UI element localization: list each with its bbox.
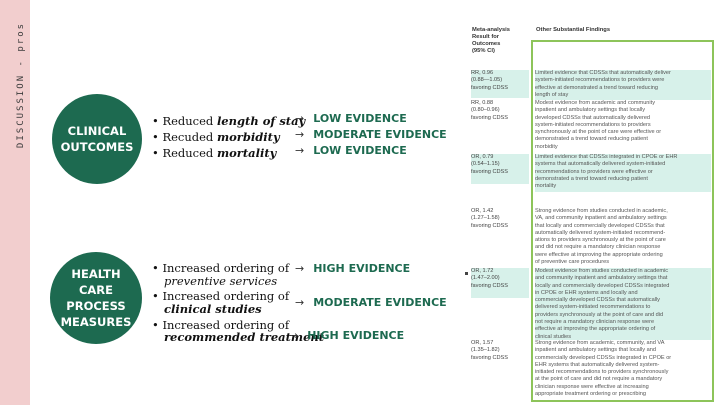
table-header-findings: Other Substantial Findings [536, 27, 611, 33]
arrow-icon: → [289, 329, 299, 342]
arrow-icon: → [295, 128, 305, 141]
table-cell-finding: Strong evidence from studies conducted i… [535, 208, 668, 266]
bullet-morbidity: • Recuded morbidity [152, 130, 280, 144]
evidence-morbidity: → MODERATE EVIDENCE [295, 128, 447, 141]
table-cell-finding: Modest evidence from studies conducted i… [535, 268, 711, 340]
table-cell-result: OR, 1.57 (1.35–1.82) favoring CDSS [471, 340, 508, 361]
table-cell-result: OR, 0.79 (0.54–1.15) favoring CDSS [471, 154, 529, 184]
bullet-preventive-services-prefix: • Increased ordering of [152, 261, 290, 275]
arrow-icon: → [295, 112, 305, 125]
table-cell-result: RR, 0.96 (0.88—1.05) favoring CDSS [471, 70, 529, 98]
evidence-length-of-stay: → LOW EVIDENCE [295, 112, 407, 125]
sidebar-strip: DISCUSSION - pros [0, 0, 30, 405]
table-cell-finding: Modest evidence from academic and commun… [535, 100, 662, 150]
table-cell-finding: Strong evidence from academic, community… [535, 340, 672, 398]
process-measures-circle: HEALTH CARE PROCESS MEASURES [50, 252, 142, 344]
table-cell-finding: Limited evidence that CDSSs that automat… [535, 70, 711, 100]
table-cell-result: RR, 0.88 (0.80–0.96) favoring CDSS [471, 100, 508, 121]
highlight-frame [531, 40, 714, 402]
bullet-clinical-studies: clinical studies [164, 302, 262, 316]
bullet-mortality: • Reduced mortality [152, 146, 277, 160]
table-header-meta-analysis: Meta-analysis Result for Outcomes (95% C… [472, 27, 511, 54]
table-cell-finding: Limited evidence that CDSSs integrated i… [535, 154, 711, 192]
row-marker [465, 272, 468, 275]
evidence-preventive-services: → HIGH EVIDENCE [295, 262, 411, 275]
evidence-clinical-studies: → MODERATE EVIDENCE [295, 296, 447, 309]
arrow-icon: → [295, 296, 305, 309]
sidebar-label: DISCUSSION - pros [16, 21, 26, 149]
evidence-mortality: → LOW EVIDENCE [295, 144, 407, 157]
bullet-length-of-stay: • Reduced length of stay [152, 114, 306, 128]
arrow-icon: → [295, 262, 305, 275]
bullet-clinical-studies-prefix: • Increased ordering of [152, 289, 290, 303]
table-cell-result: OR, 1.72 (1.47–2.00) favoring CDSS [471, 268, 529, 298]
clinical-outcomes-circle: CLINICAL OUTCOMES [52, 94, 142, 184]
arrow-icon: → [295, 144, 305, 157]
bullet-preventive-services: preventive services [164, 274, 278, 288]
evidence-recommended-treatment: → HIGH EVIDENCE [289, 329, 405, 342]
bullet-recommended-treatment: recommended treatment [164, 330, 325, 344]
bullet-recommended-treatment-prefix: • Increased ordering of [152, 318, 290, 332]
table-cell-result: OR, 1.42 (1.27–1.58) favoring CDSS [471, 208, 508, 229]
